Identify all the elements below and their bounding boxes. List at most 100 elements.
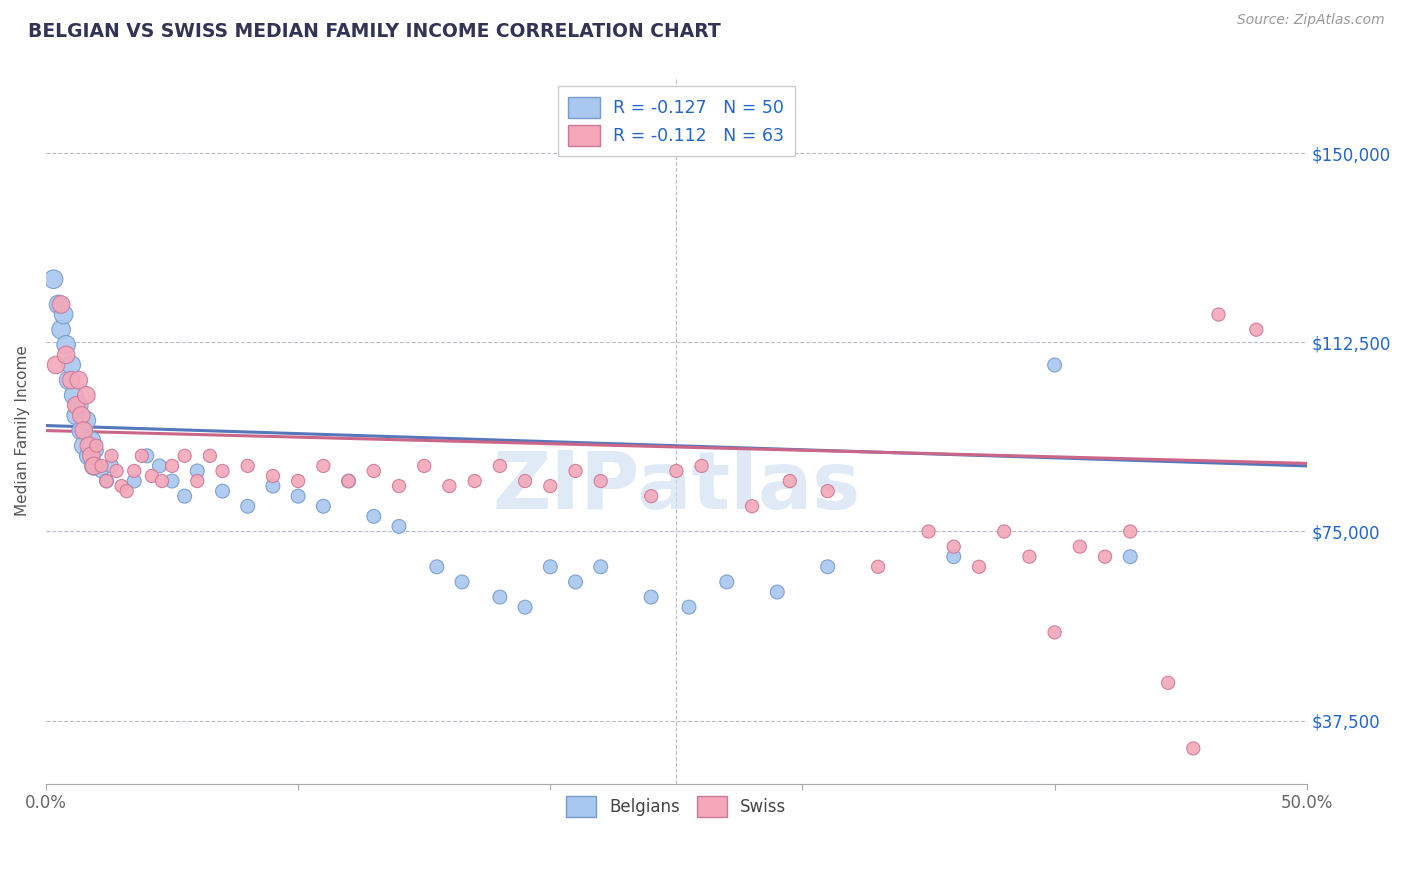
- Point: [86, 443, 108, 458]
- Point: [690, 458, 713, 473]
- Point: [489, 590, 512, 604]
- Point: [1043, 625, 1066, 640]
- Text: ZIPatlas: ZIPatlas: [492, 448, 860, 526]
- Point: [337, 474, 360, 488]
- Point: [160, 458, 183, 473]
- Point: [77, 449, 100, 463]
- Point: [868, 559, 890, 574]
- Point: [413, 458, 436, 473]
- Point: [665, 464, 688, 478]
- Point: [65, 398, 87, 412]
- Point: [49, 297, 72, 311]
- Point: [262, 479, 284, 493]
- Point: [122, 464, 145, 478]
- Point: [1182, 741, 1205, 756]
- Point: [55, 348, 77, 362]
- Legend: Belgians, Swiss: Belgians, Swiss: [558, 788, 794, 825]
- Point: [122, 474, 145, 488]
- Point: [83, 458, 105, 473]
- Y-axis label: Median Family Income: Median Family Income: [15, 345, 30, 516]
- Point: [90, 464, 112, 478]
- Point: [52, 308, 75, 322]
- Point: [173, 449, 195, 463]
- Point: [967, 559, 990, 574]
- Point: [150, 474, 173, 488]
- Point: [236, 500, 259, 514]
- Point: [65, 409, 87, 423]
- Point: [111, 479, 134, 493]
- Point: [538, 559, 561, 574]
- Point: [186, 464, 208, 478]
- Point: [60, 373, 83, 387]
- Point: [135, 449, 157, 463]
- Point: [993, 524, 1015, 539]
- Point: [70, 409, 93, 423]
- Point: [211, 464, 233, 478]
- Point: [589, 474, 612, 488]
- Point: [640, 489, 662, 503]
- Point: [564, 574, 586, 589]
- Point: [141, 469, 163, 483]
- Point: [45, 358, 67, 372]
- Point: [1119, 549, 1142, 564]
- Point: [80, 434, 103, 448]
- Point: [942, 540, 965, 554]
- Point: [86, 439, 108, 453]
- Point: [67, 398, 90, 412]
- Point: [817, 484, 839, 499]
- Point: [198, 449, 221, 463]
- Point: [388, 479, 411, 493]
- Point: [640, 590, 662, 604]
- Point: [287, 489, 309, 503]
- Point: [1157, 676, 1180, 690]
- Point: [337, 474, 360, 488]
- Point: [77, 439, 100, 453]
- Point: [766, 585, 789, 599]
- Point: [90, 458, 112, 473]
- Point: [211, 484, 233, 499]
- Point: [73, 424, 96, 438]
- Point: [75, 388, 97, 402]
- Point: [70, 424, 93, 438]
- Point: [75, 413, 97, 427]
- Point: [1094, 549, 1116, 564]
- Point: [513, 600, 536, 615]
- Point: [173, 489, 195, 503]
- Point: [96, 474, 118, 488]
- Point: [186, 474, 208, 488]
- Text: Source: ZipAtlas.com: Source: ZipAtlas.com: [1237, 13, 1385, 28]
- Point: [464, 474, 486, 488]
- Point: [80, 449, 103, 463]
- Point: [62, 388, 84, 402]
- Point: [58, 373, 80, 387]
- Point: [100, 458, 122, 473]
- Point: [1018, 549, 1040, 564]
- Point: [96, 474, 118, 488]
- Point: [439, 479, 461, 493]
- Point: [741, 500, 763, 514]
- Point: [1069, 540, 1091, 554]
- Point: [426, 559, 449, 574]
- Point: [42, 272, 65, 286]
- Point: [287, 474, 309, 488]
- Point: [83, 458, 105, 473]
- Text: BELGIAN VS SWISS MEDIAN FAMILY INCOME CORRELATION CHART: BELGIAN VS SWISS MEDIAN FAMILY INCOME CO…: [28, 22, 721, 41]
- Point: [678, 600, 700, 615]
- Point: [363, 464, 385, 478]
- Point: [60, 358, 83, 372]
- Point: [48, 297, 70, 311]
- Point: [73, 439, 96, 453]
- Point: [513, 474, 536, 488]
- Point: [131, 449, 153, 463]
- Point: [1208, 308, 1230, 322]
- Point: [49, 323, 72, 337]
- Point: [1246, 323, 1268, 337]
- Point: [451, 574, 474, 589]
- Point: [67, 373, 90, 387]
- Point: [55, 338, 77, 352]
- Point: [312, 458, 335, 473]
- Point: [363, 509, 385, 524]
- Point: [100, 449, 122, 463]
- Point: [917, 524, 939, 539]
- Point: [148, 458, 170, 473]
